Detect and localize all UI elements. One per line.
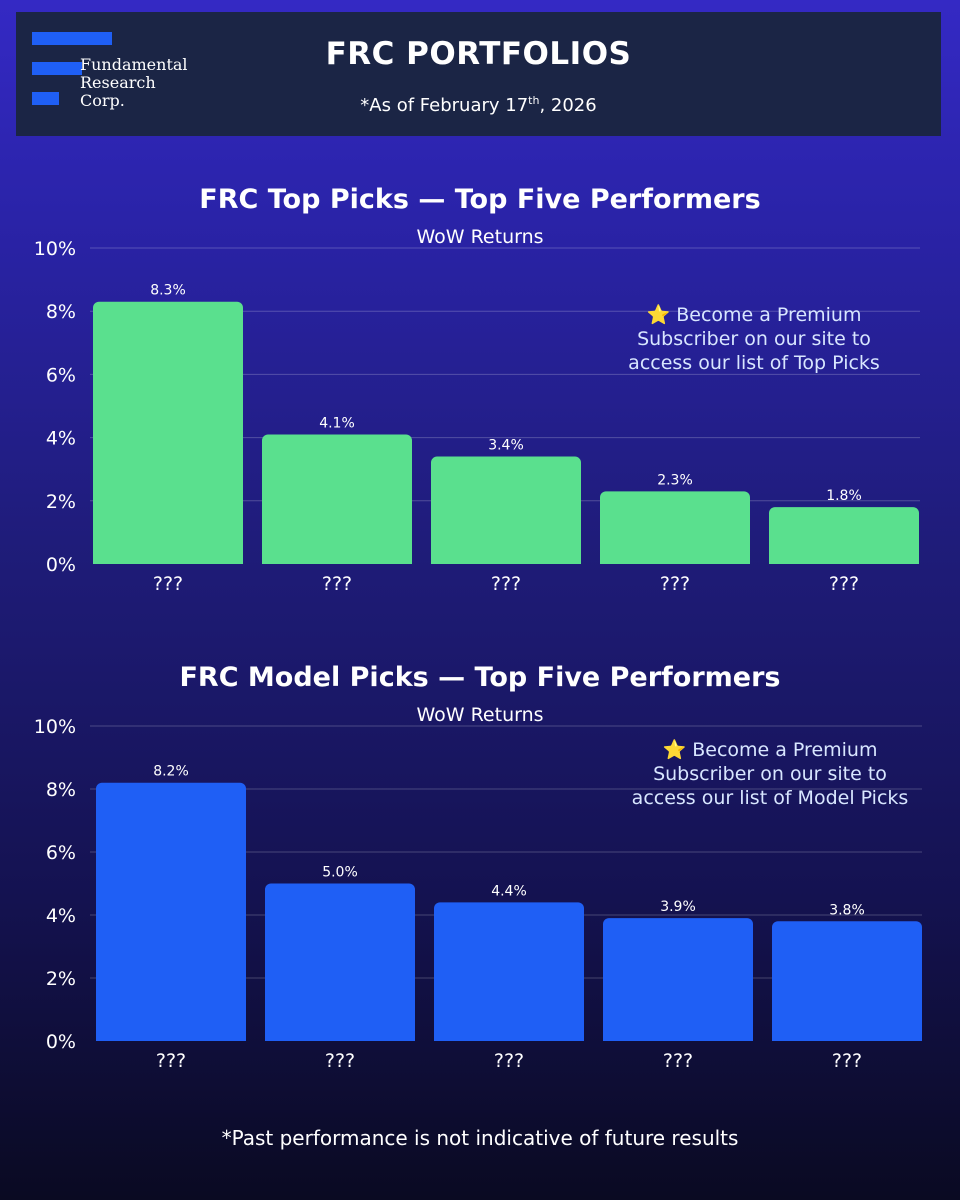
bar-base <box>93 556 243 564</box>
y-tick-label: 4% <box>46 905 76 927</box>
logo-bar <box>32 62 82 75</box>
as-of-suffix: , 2026 <box>539 95 597 116</box>
bar <box>96 782 246 1041</box>
y-tick-label: 6% <box>46 842 76 864</box>
bar-base <box>262 556 412 564</box>
bar <box>600 491 750 564</box>
bar <box>262 434 412 564</box>
y-tick-label: 10% <box>34 716 76 738</box>
chart-title: FRC Model Picks — Top Five Performers <box>179 662 780 693</box>
disclaimer: *Past performance is not indicative of f… <box>221 1126 739 1150</box>
category-label: ??? <box>325 1050 355 1072</box>
model-picks-chart: FRC Model Picks — Top Five Performers WoW… <box>34 662 922 1072</box>
promo-line: Become a Premium <box>676 304 861 326</box>
data-label: 2.3% <box>657 472 693 488</box>
y-tick-label: 0% <box>46 1031 76 1053</box>
category-label: ??? <box>660 573 690 595</box>
bar <box>265 883 415 1041</box>
as-of-sup: th <box>528 94 540 107</box>
bar-base <box>772 1033 922 1041</box>
bar <box>93 301 243 564</box>
y-tick-label: 0% <box>46 554 76 576</box>
y-tick-label: 4% <box>46 428 76 450</box>
top-picks-chart: FRC Top Picks — Top Five Performers WoW R… <box>34 184 920 595</box>
category-label: ??? <box>494 1050 524 1072</box>
bar-base <box>434 1033 584 1041</box>
logo-bar <box>32 32 112 45</box>
chart-title: FRC Top Picks — Top Five Performers <box>199 184 760 215</box>
header-panel: Fundamental Research Corp. FRC PORTFOLIO… <box>16 12 941 136</box>
star-icon: ⭐ <box>647 303 677 326</box>
promo-line: Become a Premium <box>692 739 877 761</box>
bar <box>603 918 753 1041</box>
y-tick-label: 10% <box>34 238 76 260</box>
bar <box>431 456 581 564</box>
data-label: 3.9% <box>660 899 696 915</box>
bar <box>769 507 919 564</box>
bar-base <box>603 1033 753 1041</box>
bar <box>434 902 584 1041</box>
data-label: 4.4% <box>491 883 527 899</box>
premium-promo-text: access our list of Top Picks <box>628 352 880 374</box>
category-label: ??? <box>663 1050 693 1072</box>
bar-base <box>431 556 581 564</box>
data-label: 8.3% <box>150 283 186 299</box>
category-label: ??? <box>156 1050 186 1072</box>
category-label: ??? <box>491 573 521 595</box>
data-label: 8.2% <box>153 764 189 780</box>
logo-bar <box>32 92 59 105</box>
logo-line: Fundamental <box>80 55 188 74</box>
premium-promo-text: ⭐ Become a Premium <box>647 303 862 326</box>
chart-subtitle: WoW Returns <box>416 704 543 726</box>
chart-subtitle: WoW Returns <box>416 226 543 248</box>
logo-line: Corp. <box>80 91 125 110</box>
category-label: ??? <box>153 573 183 595</box>
premium-promo-text: Subscriber on our site to <box>653 763 887 785</box>
y-tick-label: 2% <box>46 491 76 513</box>
premium-promo-text: Subscriber on our site to <box>637 328 871 350</box>
data-label: 3.8% <box>829 902 865 918</box>
data-label: 5.0% <box>322 865 358 881</box>
y-tick-label: 8% <box>46 779 76 801</box>
category-label: ??? <box>832 1050 862 1072</box>
page-title: FRC PORTFOLIOS <box>325 36 632 72</box>
star-icon: ⭐ <box>663 738 693 761</box>
y-tick-label: 6% <box>46 364 76 386</box>
as-of-date: *As of February 17th, 2026 <box>16 94 941 116</box>
data-label: 4.1% <box>319 415 355 431</box>
bar-base <box>96 1033 246 1041</box>
bar-base <box>769 556 919 564</box>
data-label: 3.4% <box>488 438 524 454</box>
bar-base <box>265 1033 415 1041</box>
bar-base <box>600 556 750 564</box>
premium-promo-text: access our list of Model Picks <box>632 787 909 809</box>
as-of-prefix: *As of February 17 <box>360 95 529 116</box>
company-logo: Fundamental Research Corp. <box>32 32 232 122</box>
premium-promo-text: ⭐ Become a Premium <box>663 738 878 761</box>
y-tick-label: 8% <box>46 301 76 323</box>
logo-line: Research <box>80 73 156 92</box>
y-tick-label: 2% <box>46 968 76 990</box>
category-label: ??? <box>829 573 859 595</box>
bar <box>772 921 922 1041</box>
data-label: 1.8% <box>826 488 862 504</box>
category-label: ??? <box>322 573 352 595</box>
logo-text: Fundamental Research Corp. <box>80 56 188 110</box>
